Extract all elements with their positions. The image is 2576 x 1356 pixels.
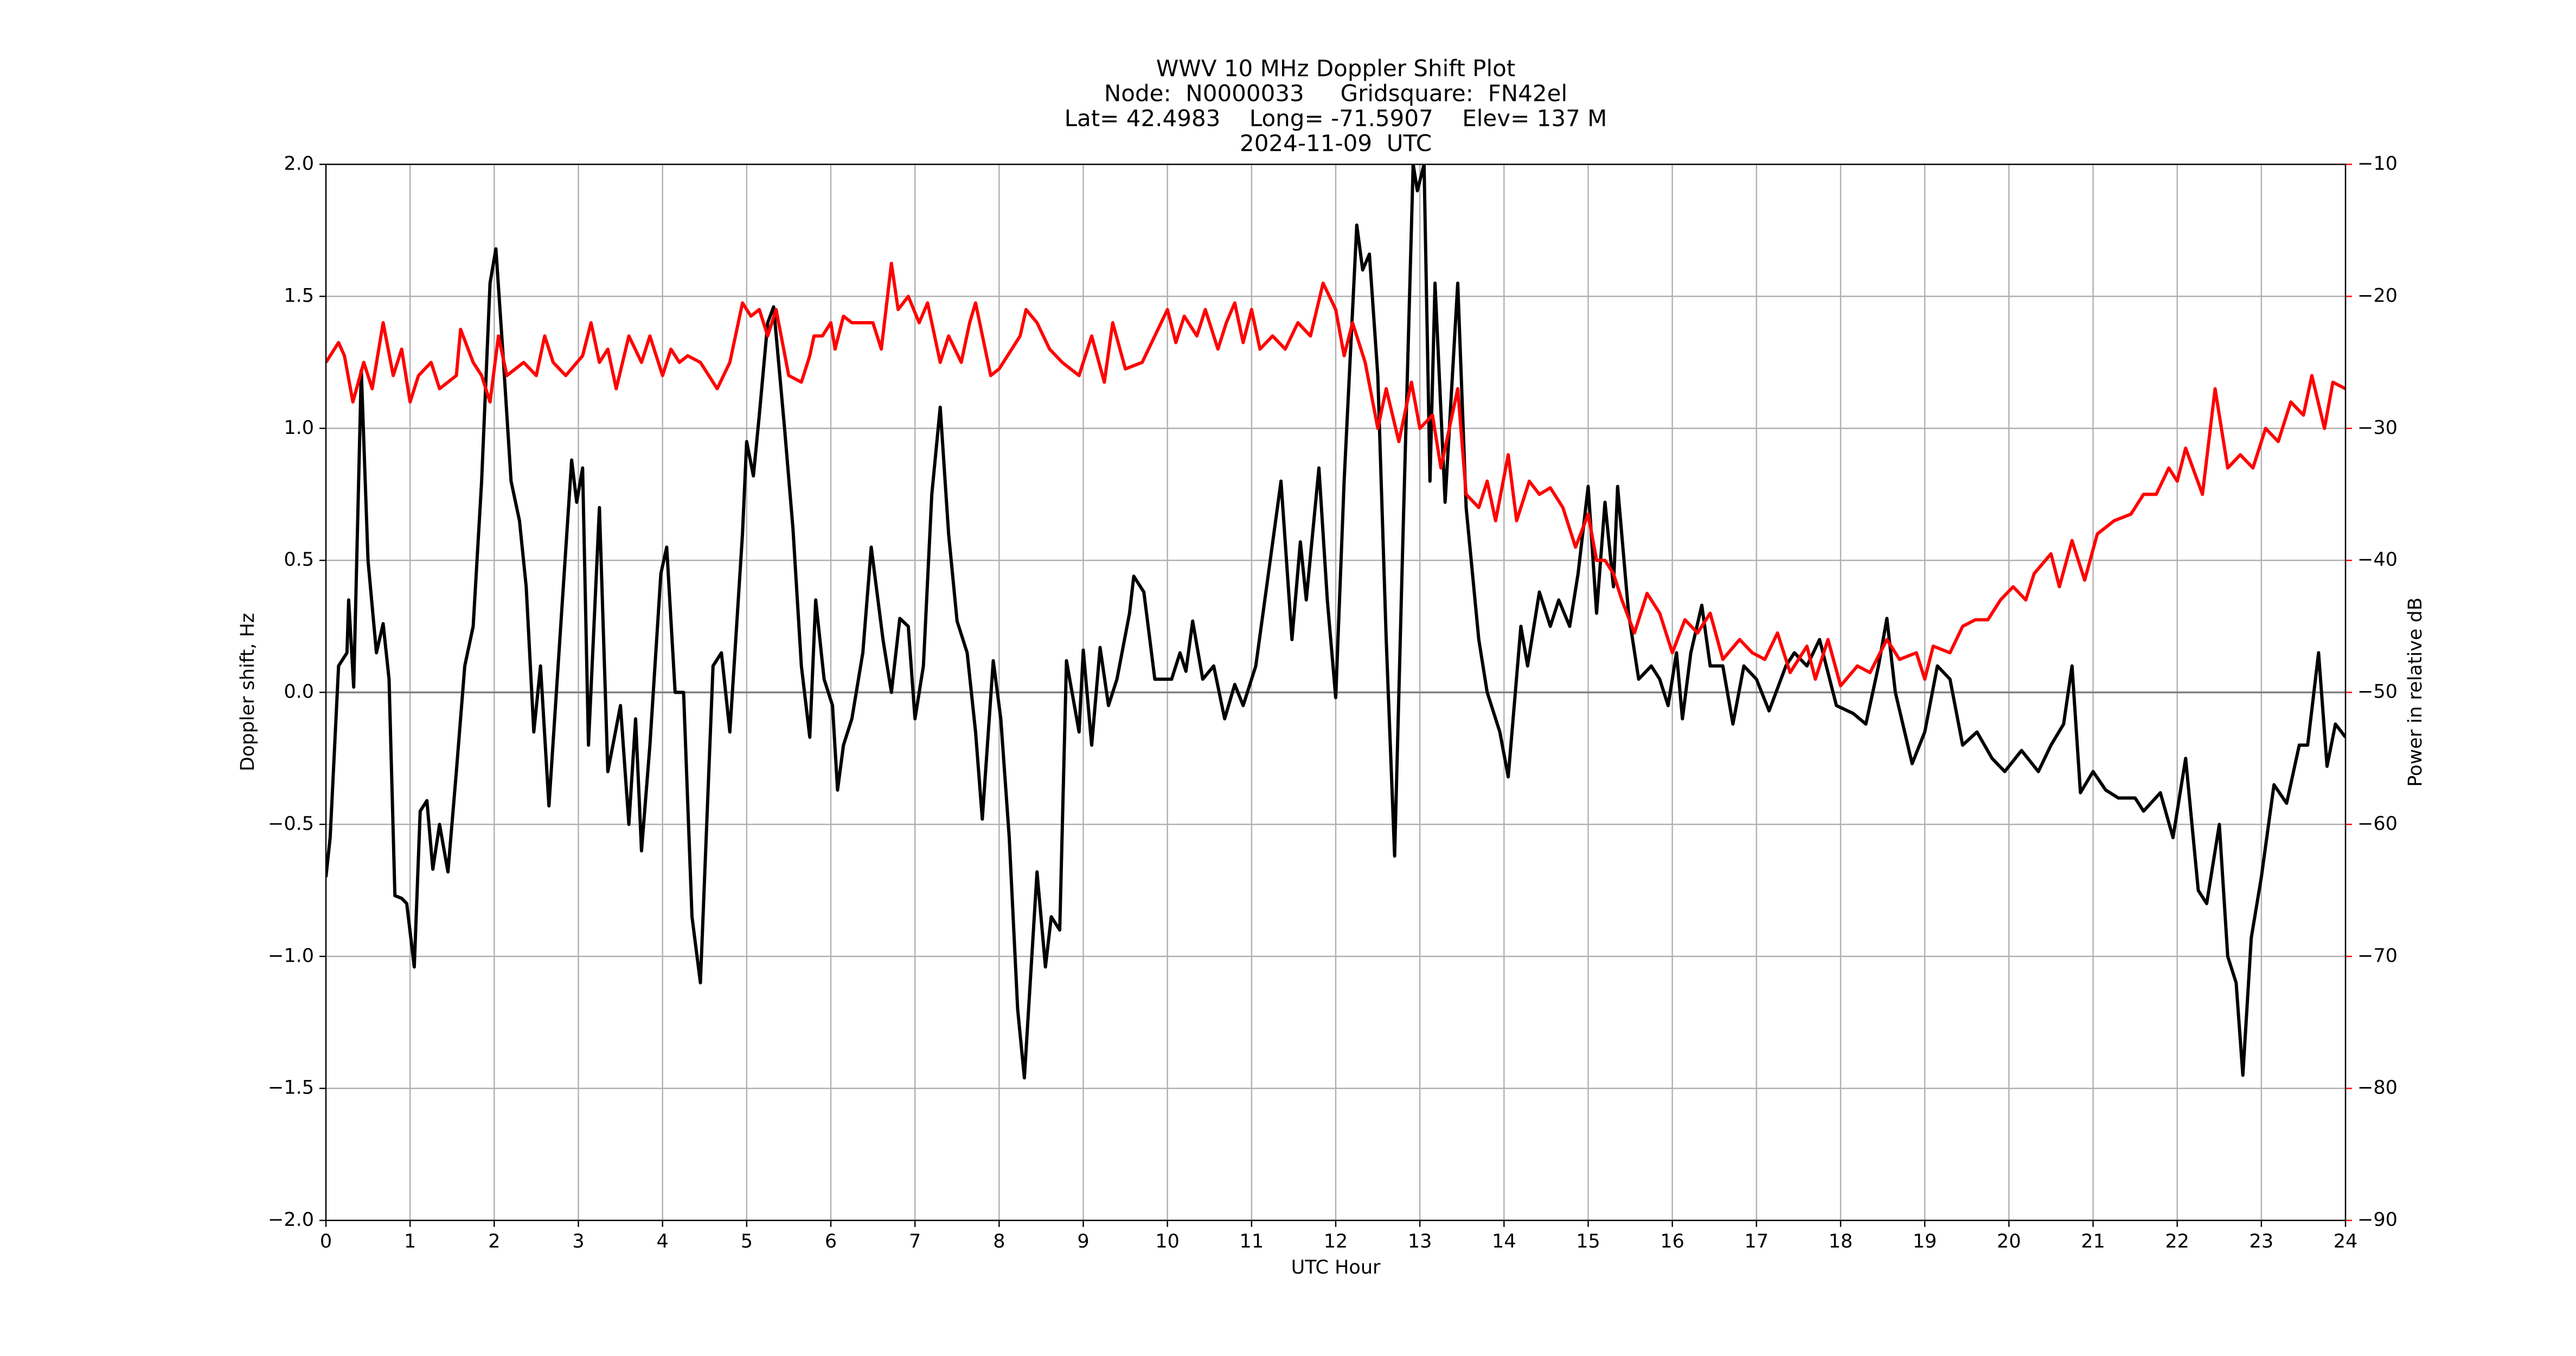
x-tick-label: 16 (1660, 1231, 1684, 1252)
y-tick-label: 0.0 (284, 681, 314, 703)
y-tick-label: 1.0 (284, 417, 314, 439)
y-tick-label: 1.5 (284, 285, 314, 306)
y-tick-label: −1.5 (268, 1077, 314, 1099)
x-tick-label: 14 (1492, 1231, 1516, 1252)
x-tick-label: 13 (1408, 1231, 1432, 1252)
y-tick-label: 0.5 (284, 549, 314, 571)
y-axis-label: Doppler shift, Hz (237, 613, 259, 771)
y2-tick-label: −20 (2357, 285, 2398, 306)
y-tick-label: −0.5 (268, 813, 314, 835)
x-tick-label: 7 (909, 1231, 921, 1252)
x-tick-label: 20 (1997, 1231, 2021, 1252)
x-tick-label: 11 (1240, 1231, 1264, 1252)
x-tick-label: 1 (404, 1231, 416, 1252)
x-tick-label: 10 (1155, 1231, 1180, 1252)
y2-tick-label: −50 (2357, 681, 2398, 703)
y-tick-label: −1.0 (268, 945, 314, 967)
x-tick-label: 0 (320, 1231, 332, 1252)
chart-subtitle: Lat= 42.4983 Long= -71.5907 Elev= 137 M (1065, 105, 1607, 132)
y2-tick-label: −30 (2357, 417, 2398, 439)
y2-tick-label: −60 (2357, 813, 2398, 835)
x-tick-label: 19 (1913, 1231, 1937, 1252)
y-tick-label: −2.0 (268, 1209, 314, 1231)
y2-tick-label: −40 (2357, 549, 2398, 571)
chart-subtitle: 2024-11-09 UTC (1240, 130, 1432, 157)
y2-tick-label: −10 (2357, 153, 2398, 175)
y2-tick-label: −70 (2357, 945, 2398, 967)
data-line (326, 261, 2346, 688)
x-tick-label: 21 (2081, 1231, 2105, 1252)
x-tick-label: 4 (657, 1231, 669, 1252)
y2-tick-label: −90 (2357, 1209, 2398, 1231)
x-tick-label: 5 (741, 1231, 753, 1252)
y-tick-label: 2.0 (284, 153, 314, 175)
y2-tick-label: −80 (2357, 1077, 2398, 1099)
x-tick-label: 15 (1576, 1231, 1600, 1252)
x-tick-label: 3 (572, 1231, 584, 1252)
x-tick-label: 2 (488, 1231, 500, 1252)
x-tick-label: 6 (825, 1231, 837, 1252)
x-tick-label: 24 (2334, 1231, 2358, 1252)
x-tick-label: 12 (1324, 1231, 1348, 1252)
plot-frame (325, 163, 2347, 1221)
x-tick-label: 17 (1745, 1231, 1769, 1252)
x-tick-label: 18 (1829, 1231, 1853, 1252)
chart-subtitle: Node: N0000033 Gridsquare: FN42el (1104, 80, 1567, 107)
y2-axis-label: Power in relative dB (2405, 597, 2426, 786)
x-tick-label: 23 (2250, 1231, 2274, 1252)
data-line (326, 164, 2346, 1080)
x-tick-label: 22 (2165, 1231, 2189, 1252)
x-tick-label: 9 (1077, 1231, 1089, 1252)
chart-title: WWV 10 MHz Doppler Shift Plot (1156, 55, 1516, 82)
x-axis-label: UTC Hour (1291, 1257, 1381, 1278)
x-tick-label: 8 (993, 1231, 1005, 1252)
